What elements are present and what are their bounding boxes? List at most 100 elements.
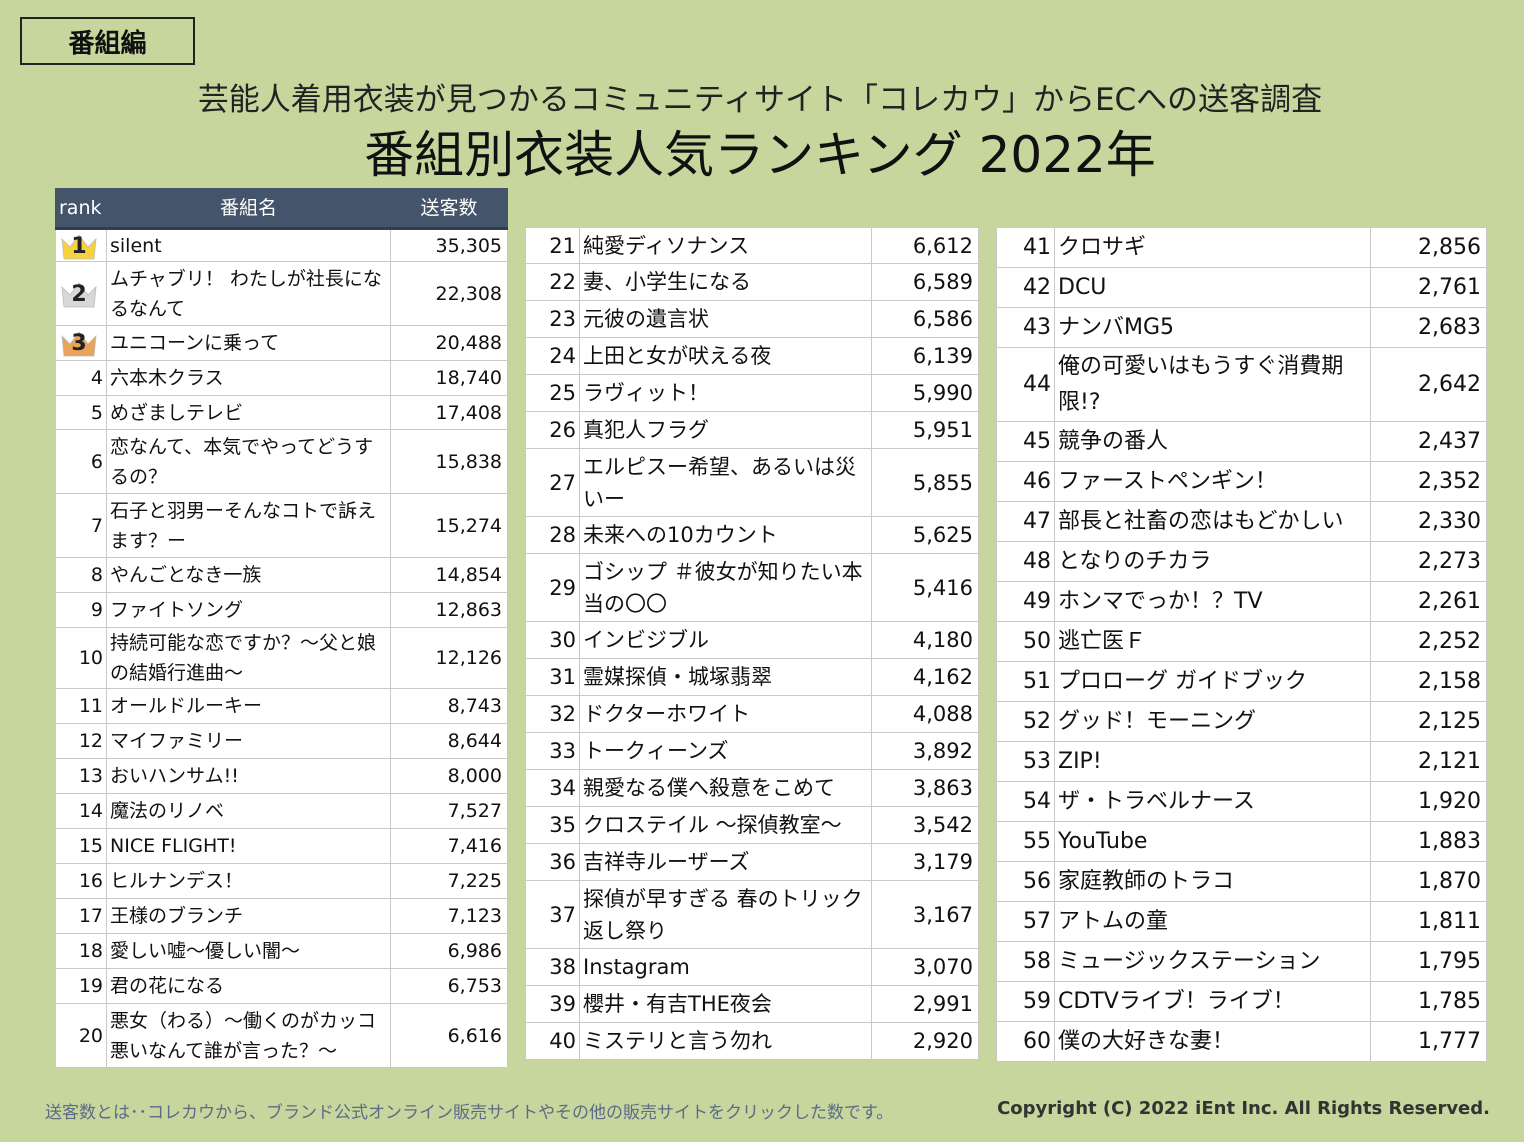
table-row: 44 俺の可愛いはもうすぐ消費期限!? 2,642 xyxy=(996,347,1487,422)
program-name-cell: となりのチカラ xyxy=(1054,541,1371,582)
table-row: 47 部長と社畜の恋はもどかしい 2,330 xyxy=(996,501,1487,542)
table-row: 31 霊媒探偵・城塚翡翠 4,162 xyxy=(525,658,979,696)
rank-cell: 57 xyxy=(996,901,1055,942)
program-name-cell: マイファミリー xyxy=(106,723,391,759)
table-row: 30 インビジブル 4,180 xyxy=(525,621,979,659)
table-row: 50 逃亡医Ｆ 2,252 xyxy=(996,621,1487,662)
crown-icon: 3 xyxy=(57,328,103,358)
table-row: 21 純愛ディソナンス 6,612 xyxy=(525,227,979,264)
count-cell: 2,642 xyxy=(1370,347,1487,422)
count-cell: 1,870 xyxy=(1370,861,1487,902)
table-header-row: rank 番組名 送客数 xyxy=(55,188,508,230)
rank-cell: 1 xyxy=(55,228,107,262)
rank-cell: 56 xyxy=(996,861,1055,902)
program-name-cell: ファイトソング xyxy=(106,592,391,628)
rank-cell: 55 xyxy=(996,821,1055,862)
table-row: 27 エルピスー希望、あるいは災いー 5,855 xyxy=(525,448,979,517)
program-name-cell: ミステリと言う勿れ xyxy=(579,1022,872,1060)
count-cell: 6,986 xyxy=(390,933,508,969)
program-name-cell: グッド！モーニング xyxy=(1054,701,1371,742)
program-name-cell: 競争の番人 xyxy=(1054,421,1371,462)
count-cell: 7,416 xyxy=(390,828,508,864)
table-row: 23 元彼の遺言状 6,586 xyxy=(525,300,979,338)
count-cell: 6,586 xyxy=(871,300,979,338)
rank-cell: 43 xyxy=(996,307,1055,348)
program-name-cell: 逃亡医Ｆ xyxy=(1054,621,1371,662)
table-row: 11 オールドルーキー 8,743 xyxy=(55,688,508,724)
count-cell: 17,408 xyxy=(390,395,508,430)
rank-cell: 48 xyxy=(996,541,1055,582)
count-cell: 2,121 xyxy=(1370,741,1487,782)
table-row: 29 ゴシップ ＃彼女が知りたい本当の〇〇 5,416 xyxy=(525,553,979,622)
copyright: Copyright (C) 2022 iEnt Inc. All Rights … xyxy=(997,1098,1490,1119)
rank-cell: 9 xyxy=(55,592,107,628)
table-row: 6 恋なんて、本気でやってどうするの？ 15,838 xyxy=(55,429,508,494)
table-row: 32 ドクターホワイト 4,088 xyxy=(525,695,979,733)
program-name-cell: ザ・トラベルナース xyxy=(1054,781,1371,822)
count-cell: 6,753 xyxy=(390,968,508,1004)
rank-cell: 54 xyxy=(996,781,1055,822)
count-cell: 12,863 xyxy=(390,592,508,628)
table-row: 34 親愛なる僕へ殺意をこめて 3,863 xyxy=(525,769,979,807)
count-cell: 2,273 xyxy=(1370,541,1487,582)
table-row: 19 君の花になる 6,753 xyxy=(55,968,508,1004)
rank-number: 3 xyxy=(71,331,87,357)
program-name-cell: 部長と社畜の恋はもどかしい xyxy=(1054,501,1371,542)
table-row: 12 マイファミリー 8,644 xyxy=(55,723,508,759)
count-cell: 6,616 xyxy=(390,1003,508,1068)
program-name-cell: オールドルーキー xyxy=(106,688,391,724)
rank-number: 1 xyxy=(71,233,87,259)
program-name-cell: 俺の可愛いはもうすぐ消費期限!? xyxy=(1054,347,1371,422)
program-name-cell: ホンマでっか！？TV xyxy=(1054,581,1371,622)
program-name-cell: 吉祥寺ルーザーズ xyxy=(579,843,872,881)
count-cell: 3,179 xyxy=(871,843,979,881)
rank-cell: 5 xyxy=(55,395,107,430)
program-name-cell: 探偵が早すぎる 春のトリック返し祭り xyxy=(579,880,872,949)
program-name-cell: ドクターホワイト xyxy=(579,695,872,733)
header-name: 番組名 xyxy=(106,188,391,230)
rank-cell: 37 xyxy=(525,880,580,949)
count-cell: 6,589 xyxy=(871,263,979,301)
rank-cell: 47 xyxy=(996,501,1055,542)
rank-cell: 4 xyxy=(55,360,107,396)
rank-cell: 36 xyxy=(525,843,580,881)
table-row: 58 ミュージックステーション 1,795 xyxy=(996,941,1487,982)
program-name-cell: ZIP! xyxy=(1054,741,1371,782)
program-name-cell: おいハンサム!! xyxy=(106,758,391,794)
count-cell: 7,225 xyxy=(390,863,508,899)
count-cell: 8,000 xyxy=(390,758,508,794)
rank-cell: 19 xyxy=(55,968,107,1004)
program-name-cell: 霊媒探偵・城塚翡翠 xyxy=(579,658,872,696)
table-row: 9 ファイトソング 12,863 xyxy=(55,592,508,628)
rank-cell: 26 xyxy=(525,411,580,449)
program-name-cell: アトムの童 xyxy=(1054,901,1371,942)
table-row: 10 持続可能な恋ですか？～父と娘の結婚行進曲～ 12,126 xyxy=(55,627,508,689)
program-name-cell: エルピスー希望、あるいは災いー xyxy=(579,448,872,517)
table-row: 17 王様のブランチ 7,123 xyxy=(55,898,508,934)
table-row: 49 ホンマでっか！？TV 2,261 xyxy=(996,581,1487,622)
program-name-cell: 純愛ディソナンス xyxy=(579,227,872,264)
rank-cell: 52 xyxy=(996,701,1055,742)
footnote: 送客数とは･･コレカウから、ブランド公式オンライン販売サイトやその他の販売サイト… xyxy=(45,1103,894,1123)
ranking-table-1-20: rank 番組名 送客数 1 silent 35,305 2 ムチャブリ！ わたしが社長… xyxy=(55,188,508,1068)
count-cell: 35,305 xyxy=(390,228,508,262)
rank-cell: 10 xyxy=(55,627,107,689)
program-name-cell: 家庭教師のトラコ xyxy=(1054,861,1371,902)
count-cell: 2,352 xyxy=(1370,461,1487,502)
ranking-table-21-40: 21 純愛ディソナンス 6,612 22 妻、小学生になる 6,589 23 元彼の遺言状 6,… xyxy=(525,227,979,1060)
program-name-cell: トークィーンズ xyxy=(579,732,872,770)
rank-cell: 25 xyxy=(525,374,580,412)
program-name-cell: DCU xyxy=(1054,267,1371,308)
program-name-cell: CDTVライブ！ライブ！ xyxy=(1054,981,1371,1022)
program-name-cell: 悪女（わる）～働くのがカッコ悪いなんて誰が言った？～ xyxy=(106,1003,391,1068)
program-name-cell: クロステイル ～探偵教室～ xyxy=(579,806,872,844)
table-row: 40 ミステリと言う勿れ 2,920 xyxy=(525,1022,979,1060)
program-name-cell: 上田と女が吠える夜 xyxy=(579,337,872,375)
rank-cell: 16 xyxy=(55,863,107,899)
rank-cell: 13 xyxy=(55,758,107,794)
table-row: 56 家庭教師のトラコ 1,870 xyxy=(996,861,1487,902)
table-row: 38 Instagram 3,070 xyxy=(525,948,979,986)
rank-cell: 8 xyxy=(55,557,107,593)
table-row: 51 プロローグ ガイドブック 2,158 xyxy=(996,661,1487,702)
count-cell: 4,088 xyxy=(871,695,979,733)
